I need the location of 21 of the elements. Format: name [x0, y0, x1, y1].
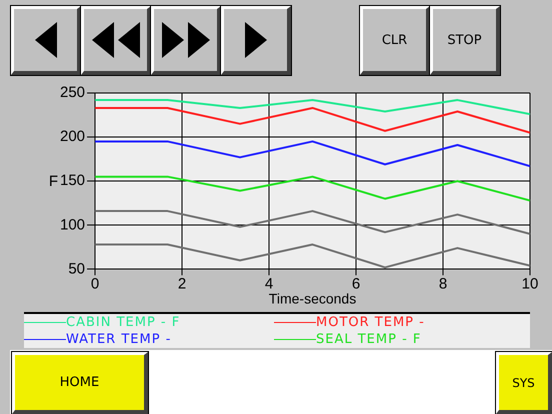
- y-tick-label: 250: [60, 84, 86, 102]
- x-tick-label: 4: [264, 275, 274, 292]
- x-tick-label: 2: [178, 275, 186, 292]
- system-button[interactable]: SYS: [496, 352, 552, 414]
- y-axis-title: F: [48, 173, 58, 190]
- home-button[interactable]: HOME: [12, 352, 148, 414]
- x-tick-label: 6: [352, 275, 360, 292]
- y-tick-label: 50: [68, 260, 86, 278]
- stop-button[interactable]: STOP: [430, 6, 500, 75]
- legend-label: CABIN TEMP - F: [66, 315, 180, 330]
- legend-label: SEAL TEMP - F: [316, 332, 422, 347]
- x-tick-label: 8: [438, 275, 448, 292]
- x-tick-label: 0: [90, 275, 100, 292]
- legend-label: MOTOR TEMP -: [316, 315, 425, 330]
- x-tick-label: 10: [522, 275, 538, 292]
- y-tick-label: 100: [60, 216, 86, 234]
- clear-button[interactable]: CLR: [360, 6, 430, 75]
- y-tick-label: 150: [60, 172, 86, 190]
- y-tick-label: 200: [60, 128, 86, 146]
- x-axis-title: Time-seconds: [268, 290, 356, 306]
- legend-label: WATER TEMP -: [66, 332, 172, 347]
